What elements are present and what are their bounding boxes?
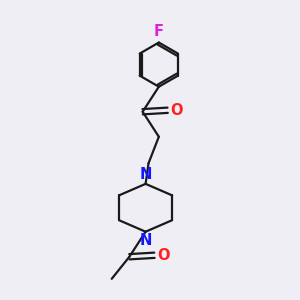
Text: F: F (154, 24, 164, 39)
Text: N: N (140, 167, 152, 182)
Text: N: N (140, 233, 152, 248)
Text: O: O (171, 103, 183, 118)
Text: O: O (158, 248, 170, 263)
